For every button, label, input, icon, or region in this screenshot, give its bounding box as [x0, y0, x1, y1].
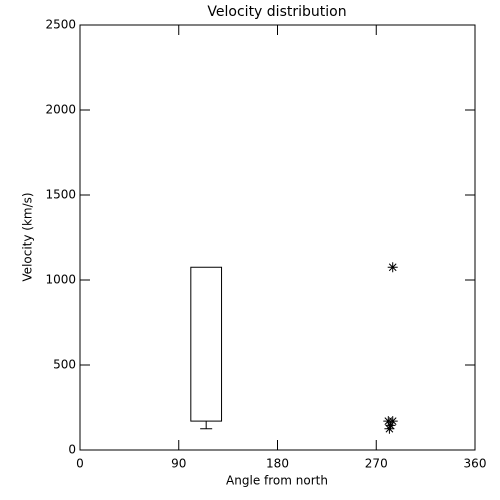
y-tick-label: 2500	[45, 18, 76, 32]
asterisk-stroke	[384, 423, 395, 434]
x-axis-label: Angle from north	[226, 474, 328, 488]
x-tick-label: 360	[464, 457, 487, 471]
y-tick-label: 500	[53, 358, 76, 372]
x-tick-label: 90	[171, 457, 186, 471]
y-tick-label: 0	[68, 443, 76, 457]
y-axis-label: Velocity (km/s)	[21, 192, 35, 281]
y-tick-label: 2000	[45, 103, 76, 117]
x-tick-label: 180	[266, 457, 289, 471]
x-tick-label: 0	[76, 457, 84, 471]
asterisk-point	[385, 420, 396, 431]
chart-title: Velocity distribution	[207, 4, 346, 20]
asterisk-stroke	[387, 262, 398, 273]
y-tick-label: 1500	[45, 188, 76, 202]
asterisk-point	[384, 423, 395, 434]
y-tick-label: 1000	[45, 273, 76, 287]
asterisk-stroke	[387, 416, 398, 427]
asterisk-stroke	[385, 420, 396, 431]
asterisk-point	[387, 262, 398, 273]
x-tick-label: 270	[365, 457, 388, 471]
asterisk-point	[387, 416, 398, 427]
